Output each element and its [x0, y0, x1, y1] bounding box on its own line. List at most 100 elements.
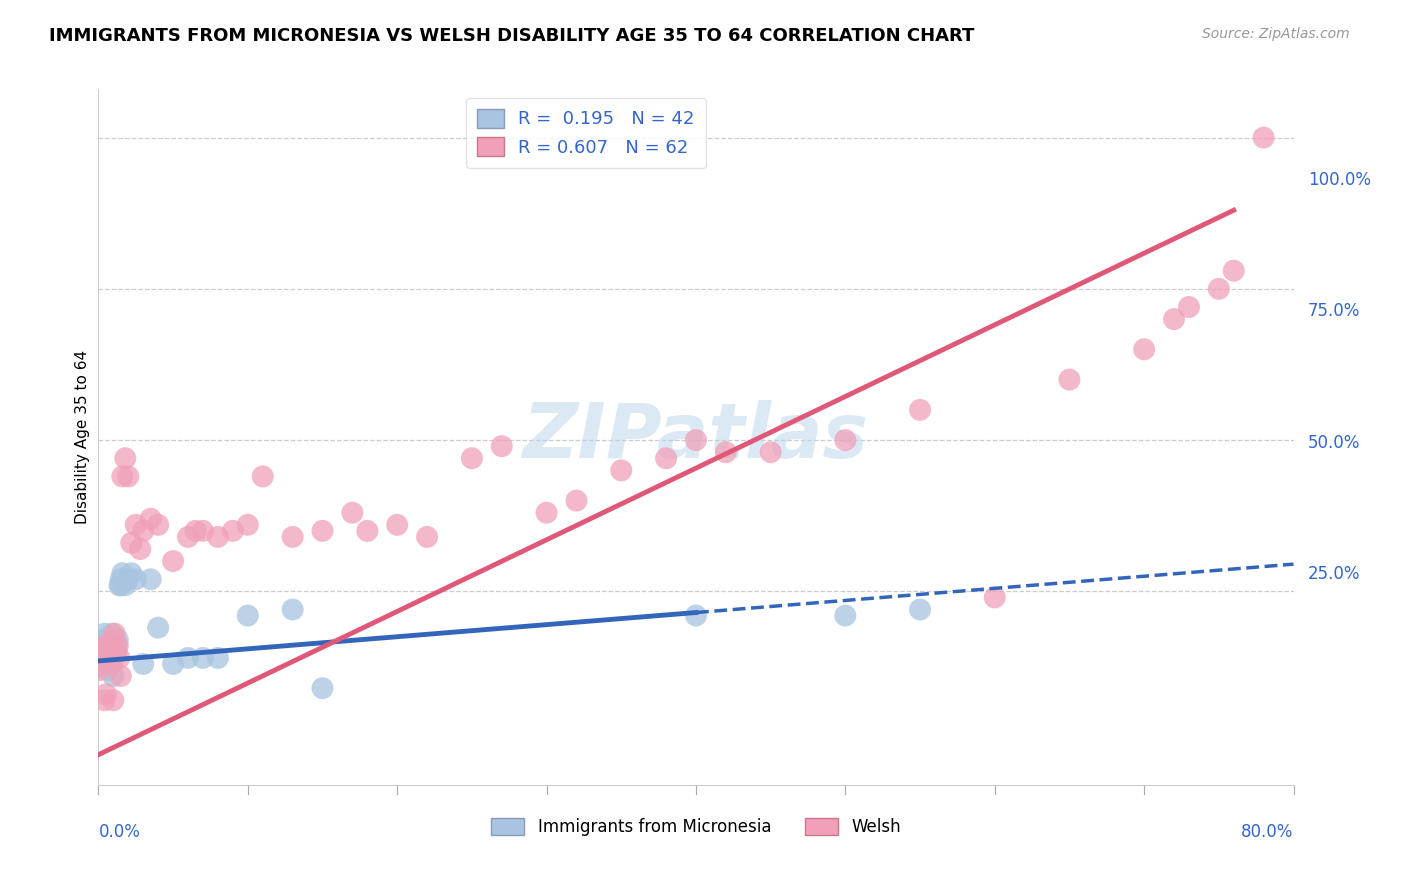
Point	[114, 578, 136, 592]
Point	[311, 681, 333, 695]
Point	[105, 645, 128, 659]
Point	[108, 578, 131, 592]
Point	[759, 445, 782, 459]
Point	[536, 506, 558, 520]
Point	[281, 602, 304, 616]
Point	[110, 578, 132, 592]
Point	[491, 439, 513, 453]
Point	[98, 645, 122, 659]
Point	[1059, 373, 1081, 387]
Point	[125, 517, 148, 532]
Point	[148, 517, 170, 532]
Point	[93, 639, 115, 653]
Point	[111, 469, 134, 483]
Text: ZIPatlas: ZIPatlas	[523, 401, 869, 474]
Point	[1178, 300, 1201, 314]
Point	[236, 608, 259, 623]
Point	[685, 433, 707, 447]
Point	[97, 651, 120, 665]
Point	[139, 572, 162, 586]
Point	[87, 657, 110, 671]
Point	[105, 639, 128, 653]
Point	[93, 651, 115, 665]
Point	[94, 645, 117, 659]
Point	[1133, 343, 1156, 357]
Point	[90, 645, 112, 659]
Point	[91, 632, 114, 647]
Point	[177, 651, 200, 665]
Point	[685, 608, 707, 623]
Point	[110, 572, 132, 586]
Point	[139, 512, 162, 526]
Point	[111, 566, 134, 581]
Point	[184, 524, 207, 538]
Point	[385, 517, 409, 532]
Point	[96, 639, 118, 653]
Point	[94, 687, 117, 701]
Point	[125, 572, 148, 586]
Point	[834, 433, 856, 447]
Point	[342, 506, 364, 520]
Point	[91, 657, 114, 671]
Point	[101, 657, 124, 671]
Y-axis label: Disability Age 35 to 64: Disability Age 35 to 64	[75, 350, 90, 524]
Point	[107, 632, 129, 647]
Point	[356, 524, 378, 538]
Point	[236, 517, 259, 532]
Point	[101, 626, 124, 640]
Point	[103, 669, 125, 683]
Point	[93, 626, 115, 640]
Point	[416, 530, 439, 544]
Point	[117, 469, 139, 483]
Text: 50.0%: 50.0%	[1308, 434, 1360, 451]
Point	[655, 451, 678, 466]
Point	[104, 626, 127, 640]
Point	[108, 651, 131, 665]
Point	[222, 524, 245, 538]
Text: 75.0%: 75.0%	[1308, 302, 1360, 320]
Point	[834, 608, 856, 623]
Point	[101, 639, 124, 653]
Point	[87, 639, 110, 653]
Point	[120, 566, 142, 581]
Point	[132, 524, 155, 538]
Point	[93, 693, 115, 707]
Point	[117, 572, 139, 586]
Point	[101, 657, 124, 671]
Point	[984, 591, 1007, 605]
Point	[89, 651, 111, 665]
Point	[90, 645, 112, 659]
Point	[1208, 282, 1230, 296]
Point	[103, 651, 125, 665]
Text: 25.0%: 25.0%	[1308, 566, 1361, 583]
Point	[107, 639, 129, 653]
Point	[110, 669, 132, 683]
Point	[908, 402, 931, 417]
Point	[191, 524, 214, 538]
Point	[207, 530, 229, 544]
Point	[162, 554, 184, 568]
Point	[311, 524, 333, 538]
Point	[207, 651, 229, 665]
Point	[97, 651, 120, 665]
Point	[103, 693, 125, 707]
Point	[162, 657, 184, 671]
Point	[98, 639, 122, 653]
Point	[114, 451, 136, 466]
Text: 0.0%: 0.0%	[98, 823, 141, 841]
Point	[461, 451, 484, 466]
Point	[94, 645, 117, 659]
Point	[89, 663, 111, 677]
Point	[714, 445, 737, 459]
Point	[908, 602, 931, 616]
Point	[132, 657, 155, 671]
Point	[96, 632, 118, 647]
Point	[1253, 130, 1275, 145]
Text: IMMIGRANTS FROM MICRONESIA VS WELSH DISABILITY AGE 35 TO 64 CORRELATION CHART: IMMIGRANTS FROM MICRONESIA VS WELSH DISA…	[49, 27, 974, 45]
Text: Source: ZipAtlas.com: Source: ZipAtlas.com	[1202, 27, 1350, 41]
Legend: R =  0.195   N = 42, R = 0.607   N = 62: R = 0.195 N = 42, R = 0.607 N = 62	[465, 98, 706, 168]
Point	[148, 621, 170, 635]
Point	[281, 530, 304, 544]
Point	[610, 463, 633, 477]
Point	[98, 645, 122, 659]
